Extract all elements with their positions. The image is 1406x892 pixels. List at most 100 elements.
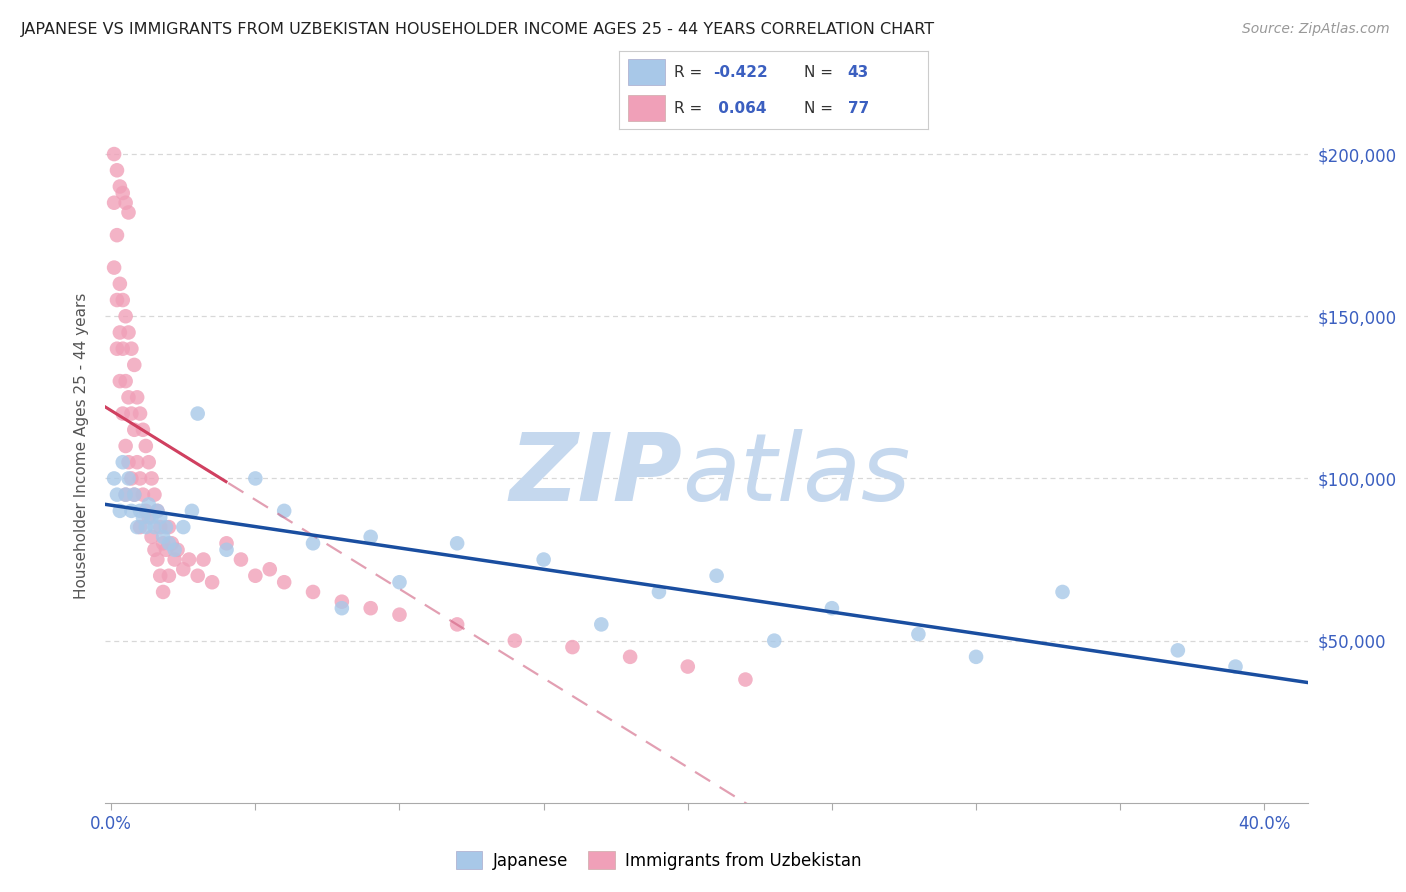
Point xyxy=(245,568,267,582)
Point xyxy=(245,471,267,485)
Point xyxy=(146,504,169,518)
Point xyxy=(117,326,139,340)
Point xyxy=(129,520,152,534)
Point xyxy=(120,504,142,518)
Point xyxy=(105,293,128,307)
Point xyxy=(111,293,134,307)
Point xyxy=(163,542,186,557)
Point xyxy=(135,504,157,518)
Point xyxy=(1052,585,1074,599)
Text: N =: N = xyxy=(804,101,838,116)
Point xyxy=(120,342,142,356)
Point xyxy=(124,423,146,437)
Point xyxy=(120,407,142,421)
Point xyxy=(446,617,468,632)
Point xyxy=(132,510,155,524)
Point xyxy=(201,575,224,590)
Text: 77: 77 xyxy=(848,101,869,116)
Point xyxy=(152,585,174,599)
Point xyxy=(503,633,526,648)
Point xyxy=(619,649,641,664)
Point xyxy=(302,536,325,550)
Point xyxy=(187,568,209,582)
Point xyxy=(108,326,131,340)
Point xyxy=(138,497,160,511)
Text: -0.422: -0.422 xyxy=(713,64,768,79)
Point xyxy=(146,552,169,566)
Point xyxy=(105,228,128,243)
Point xyxy=(111,407,134,421)
Point xyxy=(141,530,163,544)
Point xyxy=(117,390,139,404)
Point xyxy=(676,659,699,673)
Text: JAPANESE VS IMMIGRANTS FROM UZBEKISTAN HOUSEHOLDER INCOME AGES 25 - 44 YEARS COR: JAPANESE VS IMMIGRANTS FROM UZBEKISTAN H… xyxy=(21,22,935,37)
Point xyxy=(907,627,929,641)
Point xyxy=(127,390,149,404)
Point xyxy=(124,488,146,502)
Point xyxy=(103,147,125,161)
Point xyxy=(229,552,252,566)
Point xyxy=(172,562,194,576)
Point xyxy=(648,585,671,599)
Point xyxy=(138,510,160,524)
Point xyxy=(155,542,177,557)
Point xyxy=(330,601,353,615)
Text: 0.064: 0.064 xyxy=(713,101,766,116)
Point xyxy=(114,488,136,502)
Y-axis label: Householder Income Ages 25 - 44 years: Householder Income Ages 25 - 44 years xyxy=(75,293,90,599)
Point xyxy=(124,488,146,502)
Point xyxy=(105,163,128,178)
Point xyxy=(181,504,204,518)
Point xyxy=(360,601,382,615)
Point xyxy=(108,374,131,388)
Point xyxy=(591,617,613,632)
Point xyxy=(330,595,353,609)
Point xyxy=(103,471,125,485)
Point xyxy=(127,520,149,534)
Point xyxy=(157,536,180,550)
Point xyxy=(117,455,139,469)
Point xyxy=(129,504,152,518)
Point xyxy=(141,510,163,524)
FancyBboxPatch shape xyxy=(628,95,665,121)
Point xyxy=(561,640,583,654)
Point xyxy=(111,342,134,356)
Point xyxy=(763,633,786,648)
Point xyxy=(120,471,142,485)
Point xyxy=(166,542,188,557)
Point xyxy=(157,520,180,534)
Point xyxy=(108,179,131,194)
Point xyxy=(103,195,125,210)
Point xyxy=(163,552,186,566)
Point xyxy=(117,205,139,219)
Point xyxy=(965,649,987,664)
Point xyxy=(124,358,146,372)
Point xyxy=(143,488,166,502)
Text: atlas: atlas xyxy=(682,429,911,520)
Point xyxy=(111,455,134,469)
Point xyxy=(129,471,152,485)
Point xyxy=(152,530,174,544)
Point xyxy=(177,552,200,566)
Point xyxy=(114,195,136,210)
Point xyxy=(273,575,295,590)
Point xyxy=(108,277,131,291)
Point xyxy=(302,585,325,599)
Point xyxy=(734,673,756,687)
Text: R =: R = xyxy=(675,101,707,116)
Point xyxy=(138,455,160,469)
Point xyxy=(155,520,177,534)
Text: ZIP: ZIP xyxy=(509,428,682,521)
Point xyxy=(157,568,180,582)
Point xyxy=(172,520,194,534)
Point xyxy=(103,260,125,275)
Point xyxy=(160,536,183,550)
Point xyxy=(135,520,157,534)
Text: R =: R = xyxy=(675,64,707,79)
Point xyxy=(187,407,209,421)
Point xyxy=(360,530,382,544)
Point xyxy=(193,552,215,566)
Legend: Japanese, Immigrants from Uzbekistan: Japanese, Immigrants from Uzbekistan xyxy=(449,845,868,877)
Point xyxy=(108,504,131,518)
Point xyxy=(135,439,157,453)
